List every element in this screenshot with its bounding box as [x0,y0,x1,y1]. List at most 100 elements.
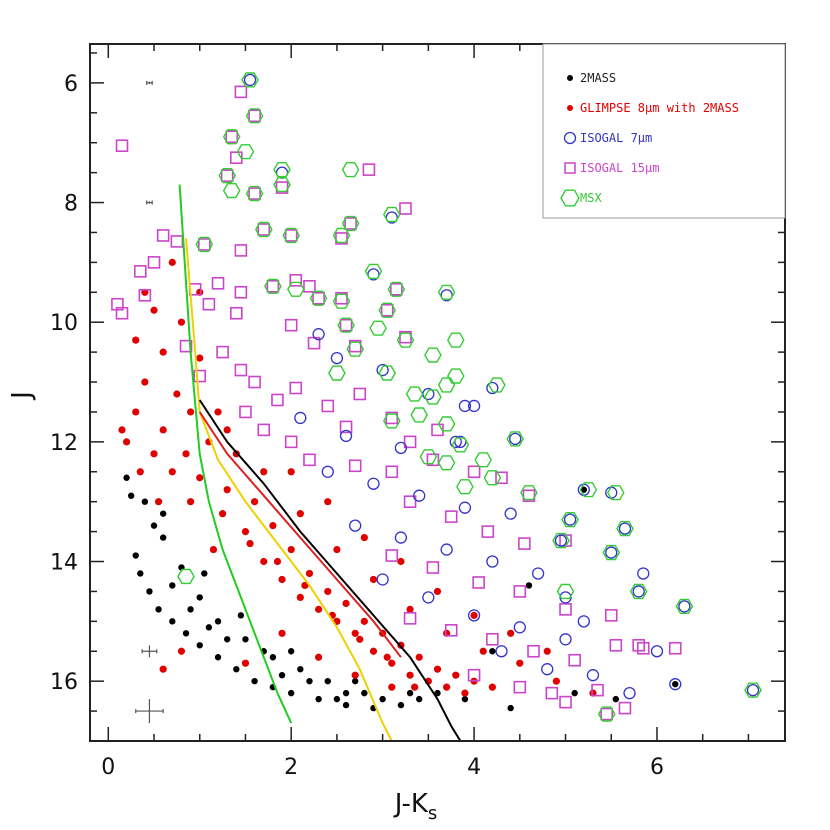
point-glimpse [333,545,341,554]
point-isogal-7 [632,585,645,598]
point-isogal-15 [444,624,458,637]
point-2mass [580,486,588,493]
point-isogal-7 [669,678,682,691]
point-2mass [132,552,139,559]
point-isogal-15 [339,318,353,332]
point-isogal-7 [586,669,600,682]
point-isogal-15 [348,459,362,473]
point-isogal-7 [376,573,389,586]
curve-2 [198,399,462,741]
point-isogal-15 [472,576,485,589]
point-isogal-15 [266,280,280,293]
point-isogal-7 [458,399,472,413]
point-msx [561,512,579,528]
point-glimpse [433,587,442,596]
point-msx [286,281,305,297]
x-axis-title-subscript: s [428,803,437,824]
point-glimpse [260,557,268,566]
point-msx [341,161,360,178]
point-isogal-7 [486,555,499,568]
point-isogal-15 [403,612,417,625]
point-glimpse [122,438,131,446]
point-glimpse [479,647,487,655]
point-glimpse [218,510,227,518]
point-isogal-15 [390,282,403,296]
point-2mass [137,570,144,577]
series-4 [177,72,762,722]
point-isogal-7 [367,477,380,490]
point-isogal-15 [545,686,559,700]
point-2mass [187,606,194,613]
point-glimpse [301,581,309,590]
y-tick-label: 12 [50,431,78,456]
point-glimpse [241,659,250,667]
legend-label: GLIMPSE 8μm with 2MASS [580,101,739,115]
point-glimpse [214,408,222,416]
x-axis-title: J-Ks [393,789,438,824]
point-glimpse [461,689,469,697]
point-glimpse [196,354,204,362]
point-isogal-15 [234,244,248,257]
point-2mass [242,636,249,643]
point-isogal-15 [234,85,248,99]
point-msx [451,437,470,453]
point-isogal-15 [353,387,367,401]
point-glimpse [543,647,551,655]
point-glimpse [159,426,167,434]
point-isogal-7 [605,546,618,559]
y-tick-label: 14 [50,551,78,576]
point-isogal-7 [559,591,572,604]
point-isogal-15 [303,453,316,467]
point-isogal-7 [449,435,462,449]
point-isogal-15 [513,585,527,598]
point-glimpse [287,545,295,554]
point-glimpse [360,533,368,542]
point-glimpse [315,653,323,661]
point-glimpse [351,629,359,637]
point-msx [195,236,214,253]
point-glimpse [260,468,268,476]
point-isogal-15 [230,306,243,320]
point-isogal-15 [284,435,298,449]
point-msx [446,332,465,348]
point-isogal-7 [678,600,691,613]
point-isogal-7 [650,645,664,658]
point-2mass [278,671,286,679]
point-2mass [397,701,405,709]
point-glimpse [443,683,451,691]
legend-box [542,43,786,219]
point-glimpse [168,468,176,476]
point-isogal-7 [294,411,307,425]
point-msx [378,302,397,318]
point-isogal-15 [591,683,604,697]
point-isogal-15 [111,297,124,311]
point-2mass [571,689,578,697]
point-isogal-15 [234,285,248,299]
point-isogal-7 [467,609,481,622]
point-isogal-7 [413,489,426,502]
point-msx [332,293,351,309]
point-2mass [672,680,679,688]
point-isogal-15 [609,638,623,652]
point-isogal-7 [376,363,389,377]
point-isogal-15 [568,653,581,667]
point-isogal-15 [632,638,645,652]
curve-0 [178,184,293,724]
point-2mass [237,612,245,619]
point-isogal-15 [600,707,613,721]
point-2mass [214,654,222,661]
legend-label: 2MASS [580,71,616,85]
point-glimpse [223,486,231,494]
point-isogal-15 [426,453,440,467]
point-msx [744,682,762,698]
point-glimpse [351,671,359,679]
point-isogal-15 [284,229,298,242]
point-glimpse [287,468,295,476]
x-tick-label: 6 [650,755,664,780]
point-isogal-15 [115,306,129,320]
point-isogal-15 [518,537,531,550]
point-isogal-15 [385,549,399,562]
point-2mass [150,522,158,529]
point-isogal-15 [467,465,481,479]
